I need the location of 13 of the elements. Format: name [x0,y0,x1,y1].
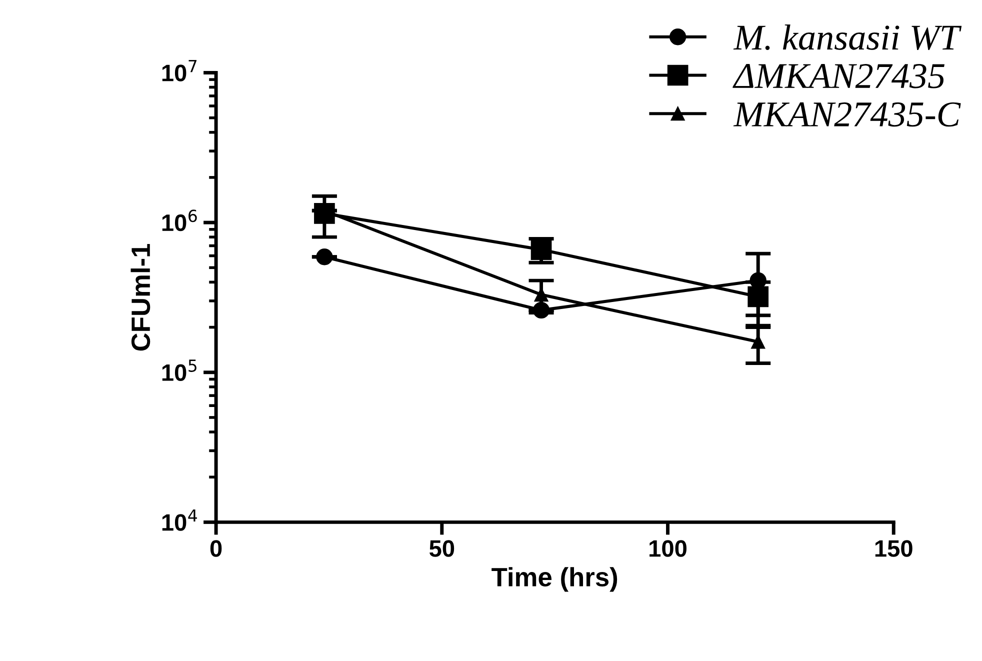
y-tick-label: 10$^{6}$ [162,210,197,232]
legend-label: ΔMKAN27435 [732,64,944,88]
x-tick-label: 0 [210,540,222,557]
x-tick-label: 100 [650,540,686,557]
y-tick-label: 10$^{7}$ [162,60,196,82]
legend-label: M. kansasii WT [733,24,962,50]
x-tick-label: 150 [875,540,912,557]
legend-label: MKAN27435-C [733,102,961,127]
x-tick-label: 50 [429,540,454,557]
y-tick-label: 10$^{4}$ [162,509,197,531]
y-axis-title: CFUml-1 [130,244,150,351]
y-tick-label: 10$^{5}$ [162,360,196,381]
x-axis-title: Time (hrs) [492,567,618,592]
